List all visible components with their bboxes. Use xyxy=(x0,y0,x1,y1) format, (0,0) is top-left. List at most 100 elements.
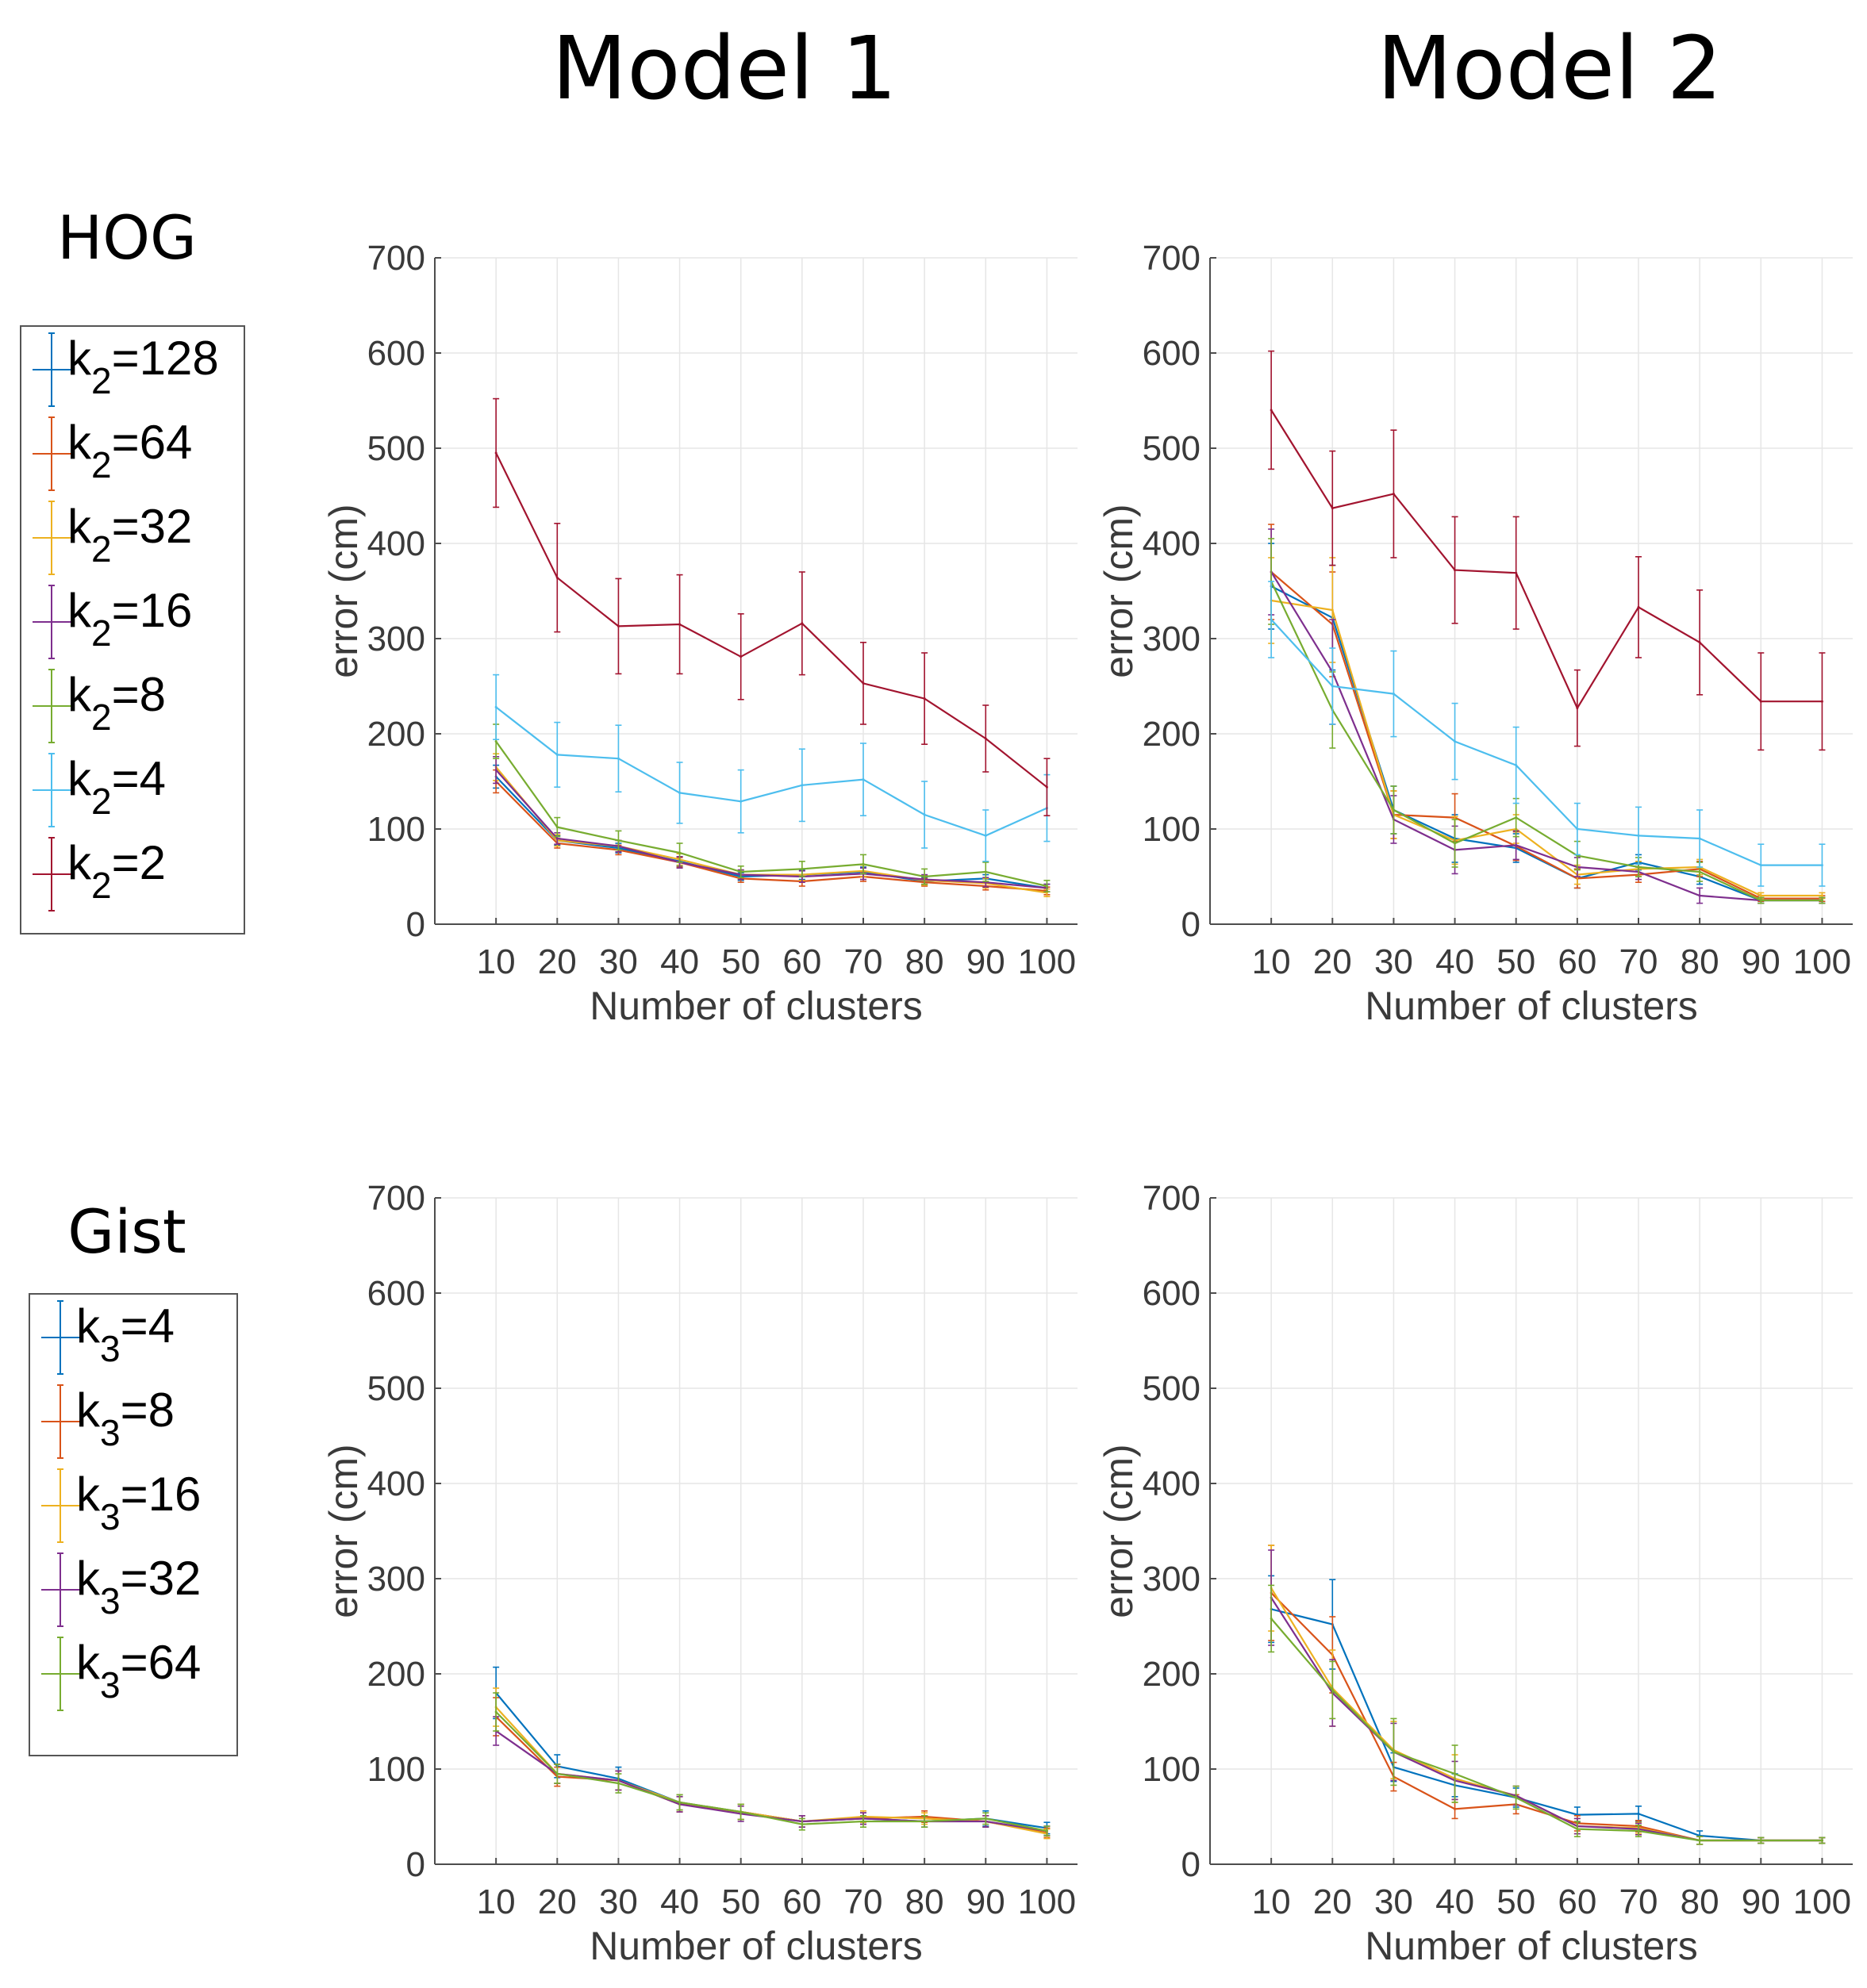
y-tick-label: 500 xyxy=(1143,429,1200,468)
data-point xyxy=(494,740,497,743)
x-tick-label: 70 xyxy=(844,1882,883,1921)
legend-label: k3=64 xyxy=(76,1636,201,1704)
data-point xyxy=(617,839,620,842)
legend-label-subscript: 2 xyxy=(91,612,112,654)
legend-errorbar-symbol xyxy=(41,1300,83,1375)
series-k3=64 xyxy=(493,1692,1051,1836)
x-tick-label: 30 xyxy=(599,942,638,981)
legend-label: k3=32 xyxy=(76,1552,201,1620)
data-point xyxy=(1698,1839,1701,1842)
data-point xyxy=(801,867,804,870)
data-point xyxy=(1576,1828,1579,1831)
data-point xyxy=(1576,707,1579,710)
legend-label-subscript: 2 xyxy=(91,528,112,570)
y-tick-label: 500 xyxy=(367,429,425,468)
series-line xyxy=(495,706,1047,837)
data-point xyxy=(740,870,743,873)
y-tick-label: 100 xyxy=(1143,1750,1200,1789)
x-tick-label: 50 xyxy=(1496,942,1535,981)
series-line xyxy=(495,766,1047,894)
legend-label-value: =2 xyxy=(111,836,167,889)
legend-label-base: k xyxy=(76,1636,100,1689)
model2-title: Model 2 xyxy=(1377,17,1723,119)
y-tick-label: 100 xyxy=(1143,810,1200,849)
x-tick-label: 50 xyxy=(721,1882,760,1921)
legend-item: k2=4 xyxy=(21,750,244,835)
series-k2=32 xyxy=(1268,557,1826,900)
y-axis-label: error (cm) xyxy=(321,504,366,677)
legend-errorbar-symbol xyxy=(33,753,74,827)
data-point xyxy=(1270,618,1273,621)
y-tick-label: 500 xyxy=(1143,1369,1200,1408)
data-point xyxy=(984,1817,987,1820)
y-tick-label: 0 xyxy=(1181,1845,1200,1884)
series-k2=8 xyxy=(493,723,1051,892)
y-tick-label: 400 xyxy=(367,1464,425,1503)
legend-label-base: k xyxy=(67,752,91,805)
series-line xyxy=(495,740,1047,888)
data-point xyxy=(923,875,926,878)
series-line xyxy=(1270,1597,1823,1842)
series-line xyxy=(495,452,1048,789)
legend-label: k2=8 xyxy=(67,671,166,736)
legend-label-base: k xyxy=(67,332,91,385)
data-point xyxy=(1392,808,1395,812)
gist-model2-panel: 10 20 30 40 50 60 70 80 90 100 0 100 200 300 400 500 600… xyxy=(1097,1179,1853,1968)
data-point xyxy=(555,753,559,756)
legend-item: k2=2 xyxy=(21,835,244,919)
x-tick-label: 80 xyxy=(1681,942,1719,981)
legend-label-base: k xyxy=(76,1552,100,1605)
series-k2=4 xyxy=(493,674,1051,862)
x-tick-label: 20 xyxy=(1313,1882,1352,1921)
data-point xyxy=(1045,1829,1048,1833)
series-k2=128 xyxy=(1268,543,1826,904)
y-tick-label: 0 xyxy=(406,1845,425,1884)
legend-label-subscript: 3 xyxy=(100,1496,121,1537)
legend-label-subscript: 2 xyxy=(91,444,112,485)
x-tick-label: 70 xyxy=(844,942,883,981)
legend-errorbar-symbol xyxy=(33,669,74,743)
y-tick-label: 600 xyxy=(367,334,425,373)
legend-label: k2=128 xyxy=(67,332,219,400)
y-tick-label: 300 xyxy=(367,1560,425,1598)
data-point xyxy=(923,813,926,816)
data-point xyxy=(1454,569,1457,572)
legend-label-subscript: 3 xyxy=(100,1328,121,1369)
data-point xyxy=(1759,894,1762,897)
data-point xyxy=(1698,641,1701,644)
data-point xyxy=(923,697,926,700)
data-point xyxy=(1820,894,1823,897)
y-tick-label: 300 xyxy=(1143,620,1200,658)
data-point xyxy=(1515,571,1518,574)
x-tick-label: 60 xyxy=(1558,942,1596,981)
data-point xyxy=(984,737,987,740)
x-tick-label: 100 xyxy=(1793,1882,1851,1921)
data-point xyxy=(494,769,497,772)
legend-label: k2=4 xyxy=(67,752,166,820)
data-point xyxy=(1454,1772,1457,1775)
y-tick-label: 200 xyxy=(1143,1655,1200,1694)
data-point xyxy=(1515,1796,1518,1799)
hog-row-title: HOG xyxy=(57,202,197,273)
data-point xyxy=(1515,764,1518,767)
legend-label-value: =4 xyxy=(120,1299,175,1353)
series-line xyxy=(495,1711,1047,1833)
series-line xyxy=(495,769,1047,889)
legend-label-subscript: 3 xyxy=(100,1412,121,1453)
data-point xyxy=(740,800,743,803)
x-axis-label: Number of clusters xyxy=(1365,1924,1698,1968)
data-point xyxy=(923,1820,926,1823)
series-line xyxy=(495,1692,1047,1829)
legend-label: k2=2 xyxy=(67,836,167,904)
series-line xyxy=(495,781,1047,892)
y-tick-label: 0 xyxy=(406,905,425,944)
x-tick-label: 40 xyxy=(1435,942,1474,981)
series-line xyxy=(1270,599,1823,897)
hog-model1-panel: 10 20 30 40 50 60 70 80 90 100 0 100 200 300 400 500 600… xyxy=(321,239,1078,1028)
y-tick-label: 300 xyxy=(1143,1560,1200,1598)
legend-item: k2=16 xyxy=(21,582,244,666)
x-tick-label: 80 xyxy=(905,1882,944,1921)
hog-legend: k2=128 k2=64 k2=32 k2=16 k2=8 k2=4 k2=2 xyxy=(20,325,245,935)
y-axis-label: error (cm) xyxy=(1097,1444,1141,1618)
